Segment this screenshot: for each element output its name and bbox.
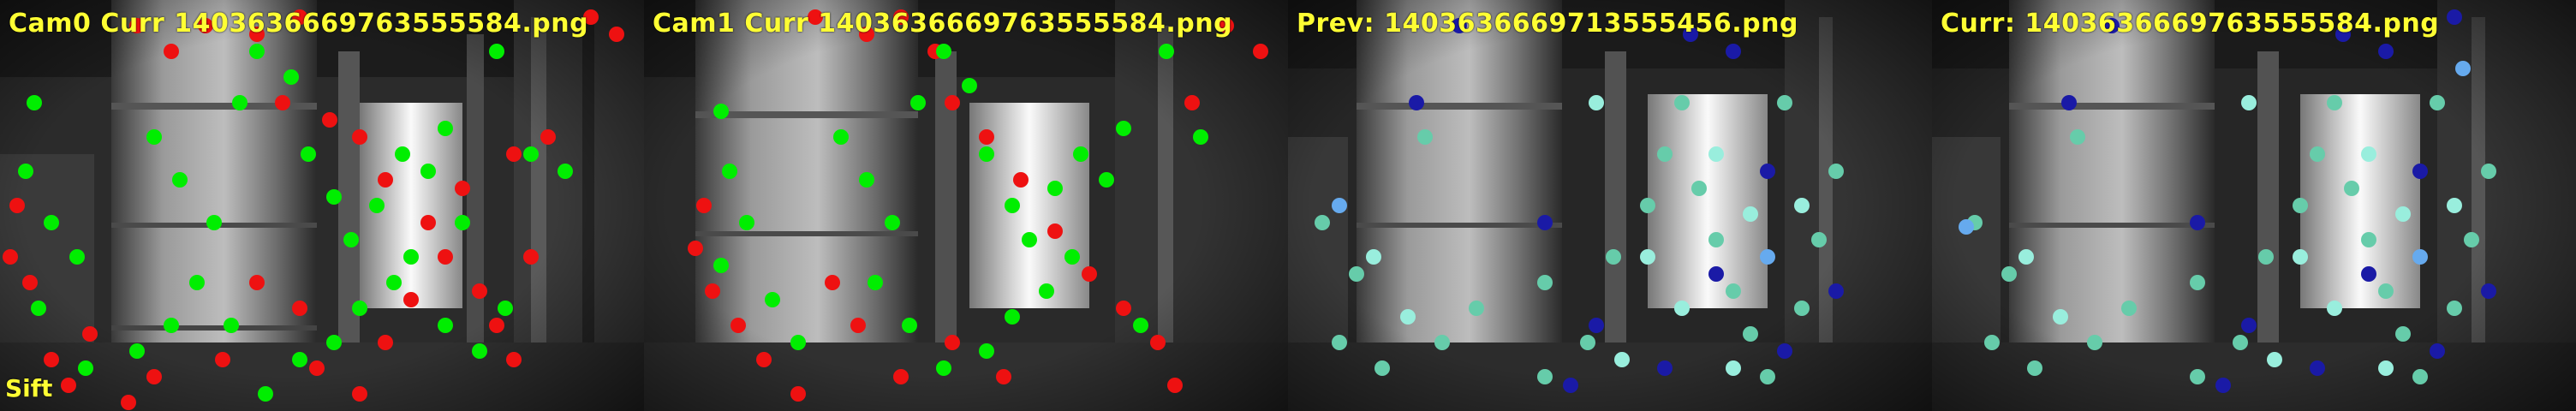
cam0-current-panel: Cam0 Curr 1403636669763555584.png Sift: [0, 0, 644, 411]
panel-title: Curr: 1403636669763555584.png: [1941, 9, 2440, 39]
cam1-current-panel: Cam1 Curr 1403636669763555584.png: [644, 0, 1288, 411]
panel-title: Prev: 1403636669713555456.png: [1297, 9, 1798, 39]
keypoint-overlay: [1315, 18, 1844, 393]
panel-title: Cam0 Curr 1403636669763555584.png: [9, 9, 589, 39]
keypoint-overlay: [3, 9, 624, 410]
keypoint-overlay: [1959, 9, 2496, 393]
current-frame-panel: Curr: 1403636669763555584.png: [1932, 0, 2576, 411]
camera-frame-image: [644, 0, 1288, 411]
camera-frame-image: [0, 0, 644, 411]
detector-label: Sift: [5, 374, 53, 402]
previous-frame-panel: Prev: 1403636669713555456.png: [1288, 0, 1932, 411]
keypoint-overlay: [688, 9, 1268, 402]
panel-title: Cam1 Curr 1403636669763555584.png: [653, 9, 1233, 39]
camera-frame-image: [1288, 0, 1932, 411]
